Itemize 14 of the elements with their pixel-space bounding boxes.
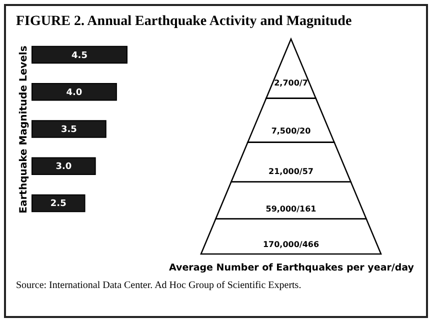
data-label: 21,000/57 <box>268 166 314 176</box>
data-label: 3.5 <box>60 125 77 135</box>
data-label: 4.0 <box>66 88 82 98</box>
data-label: 59,000/161 <box>266 204 317 214</box>
data-label: 7,500/20 <box>271 126 312 136</box>
data-label: 4.5 <box>72 50 88 61</box>
y-axis-title: Earthquake Magnitude Levels <box>18 46 30 214</box>
text: FIGURE 2. Annual Earthquake Activity and Magnitude <box>16 14 353 30</box>
source-note: Source: International Data Center. Ad Hoc Group of Scientific Experts. <box>16 280 302 291</box>
text: Average Number of Earthquakes per year/day <box>169 262 415 274</box>
data-label: 170,000/466 <box>262 240 320 250</box>
data-label: 3.0 <box>56 162 72 172</box>
data-label: 2.5 <box>50 199 66 210</box>
data-label: 2,700/7 <box>274 78 308 88</box>
